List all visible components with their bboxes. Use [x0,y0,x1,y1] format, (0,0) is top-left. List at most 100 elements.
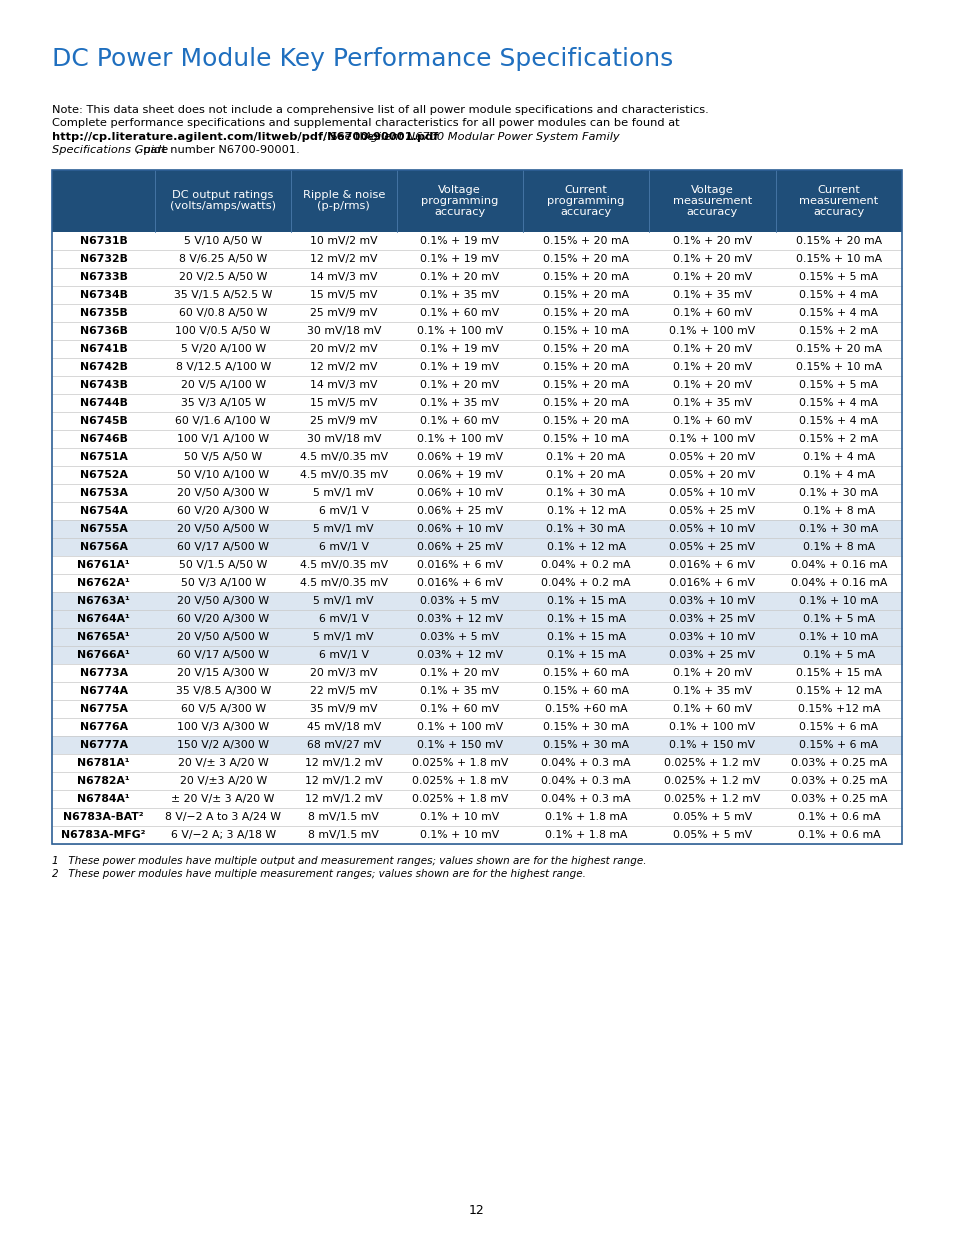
Text: 0.1% + 20 mV: 0.1% + 20 mV [672,380,751,390]
Text: 14 mV/3 mV: 14 mV/3 mV [310,380,377,390]
Text: 0.04% + 0.3 mA: 0.04% + 0.3 mA [540,794,630,804]
Text: 0.1% + 20 mV: 0.1% + 20 mV [672,362,751,372]
Text: Agilent N6700 Modular Power System Family: Agilent N6700 Modular Power System Famil… [363,132,619,142]
Text: 50 V/10 A/100 W: 50 V/10 A/100 W [177,469,269,479]
Text: 8 V/12.5 A/100 W: 8 V/12.5 A/100 W [175,362,271,372]
Text: 0.016% + 6 mV: 0.016% + 6 mV [669,559,755,569]
Text: N6766A¹: N6766A¹ [77,650,130,659]
Text: 30 mV/18 mV: 30 mV/18 mV [306,433,380,443]
Text: 0.1% + 60 mV: 0.1% + 60 mV [419,416,498,426]
Text: 60 V/17 A/500 W: 60 V/17 A/500 W [177,650,269,659]
Text: 25 mV/9 mV: 25 mV/9 mV [310,416,377,426]
Text: 0.1% + 12 mA: 0.1% + 12 mA [546,506,625,516]
Text: N6756A: N6756A [80,542,128,552]
Text: 50 V/5 A/50 W: 50 V/5 A/50 W [184,452,262,462]
Text: accuracy: accuracy [434,206,485,217]
Text: 20 V/2.5 A/50 W: 20 V/2.5 A/50 W [179,272,267,282]
Bar [52,772,901,789]
Text: 0.15% + 20 mA: 0.15% + 20 mA [542,308,629,317]
Text: 68 mV/27 mV: 68 mV/27 mV [306,740,380,750]
Text: 0.15% + 10 mA: 0.15% + 10 mA [795,362,881,372]
Text: N6743B: N6743B [80,380,128,390]
Text: 0.1% + 5 mA: 0.1% + 5 mA [801,650,874,659]
Text: accuracy: accuracy [560,206,611,217]
Bar [52,268,901,285]
Text: 0.15% +12 mA: 0.15% +12 mA [797,704,880,714]
Text: 6 mV/1 V: 6 mV/1 V [318,506,369,516]
Text: 20 V/± 3 A/20 W: 20 V/± 3 A/20 W [177,758,268,768]
Text: 0.15% + 20 mA: 0.15% + 20 mA [542,236,629,246]
Text: 6 mV/1 V: 6 mV/1 V [318,542,369,552]
Text: 0.1% + 1.8 mA: 0.1% + 1.8 mA [544,830,627,840]
Text: 35 mV/9 mV: 35 mV/9 mV [310,704,377,714]
Text: 0.1% + 60 mV: 0.1% + 60 mV [672,416,751,426]
Text: 0.15% + 5 mA: 0.15% + 5 mA [799,380,878,390]
Bar [52,808,901,826]
Text: N6784A¹: N6784A¹ [77,794,130,804]
Text: measurement: measurement [672,196,751,206]
Text: 0.05% + 5 mV: 0.05% + 5 mV [672,830,751,840]
Text: Current: Current [564,185,607,195]
Text: 20 mV/3 mV: 20 mV/3 mV [310,668,377,678]
Text: 22 mV/5 mV: 22 mV/5 mV [310,685,377,695]
Bar [52,249,901,268]
Text: accuracy: accuracy [686,206,738,217]
Text: 0.1% + 15 mA: 0.1% + 15 mA [546,632,625,642]
Text: Voltage: Voltage [690,185,733,195]
Text: N6744B: N6744B [80,398,128,408]
Text: N6734B: N6734B [80,290,128,300]
Text: N6751A: N6751A [80,452,128,462]
Text: (volts/amps/watts): (volts/amps/watts) [170,201,275,211]
Text: N6777A: N6777A [80,740,128,750]
Text: 0.1% + 19 mV: 0.1% + 19 mV [419,362,498,372]
Text: N6736B: N6736B [80,326,128,336]
Text: 0.15% + 4 mA: 0.15% + 4 mA [799,398,878,408]
Text: Specifications Guide: Specifications Guide [52,146,168,156]
Text: 25 mV/9 mV: 25 mV/9 mV [310,308,377,317]
Text: programming: programming [420,196,497,206]
Bar [52,610,901,627]
Bar [52,736,901,753]
Text: 50 V/3 A/100 W: 50 V/3 A/100 W [180,578,266,588]
Text: 35 V/1.5 A/52.5 W: 35 V/1.5 A/52.5 W [173,290,272,300]
Text: 0.15% + 20 mA: 0.15% + 20 mA [542,272,629,282]
Text: N6774A: N6774A [80,685,128,695]
Text: 0.15% + 6 mA: 0.15% + 6 mA [799,740,878,750]
Text: Note: This data sheet does not include a comprehensive list of all power module : Note: This data sheet does not include a… [52,105,708,115]
Text: 20 V/50 A/300 W: 20 V/50 A/300 W [177,595,269,606]
Text: 8 mV/1.5 mV: 8 mV/1.5 mV [308,811,378,821]
Text: 30 mV/18 mV: 30 mV/18 mV [306,326,380,336]
Text: 0.1% + 4 mA: 0.1% + 4 mA [801,469,874,479]
Text: 0.03% + 10 mV: 0.03% + 10 mV [669,632,755,642]
Text: 0.1% + 10 mA: 0.1% + 10 mA [799,595,878,606]
Text: 0.05% + 5 mV: 0.05% + 5 mV [672,811,751,821]
Text: Ripple & noise: Ripple & noise [302,190,385,200]
Text: 0.1% + 20 mA: 0.1% + 20 mA [546,452,625,462]
Bar [52,789,901,808]
Bar [52,646,901,663]
Text: 35 V/3 A/105 W: 35 V/3 A/105 W [180,398,265,408]
Text: N6755A: N6755A [80,524,128,534]
Text: 12 mV/1.2 mV: 12 mV/1.2 mV [305,758,382,768]
Text: 0.025% + 1.2 mV: 0.025% + 1.2 mV [663,794,760,804]
Text: N6753A: N6753A [80,488,128,498]
Bar [52,682,901,700]
Text: 0.1% + 1.8 mA: 0.1% + 1.8 mA [544,811,627,821]
Text: 0.04% + 0.16 mA: 0.04% + 0.16 mA [790,559,886,569]
Text: 0.025% + 1.2 mV: 0.025% + 1.2 mV [663,776,760,785]
Text: 0.15% + 30 mA: 0.15% + 30 mA [542,721,629,732]
Text: ± 20 V/± 3 A/20 W: ± 20 V/± 3 A/20 W [172,794,274,804]
Text: 0.1% + 30 mA: 0.1% + 30 mA [546,488,625,498]
Text: 0.1% + 19 mV: 0.1% + 19 mV [419,343,498,353]
Bar [52,375,901,394]
Text: 0.15% + 20 mA: 0.15% + 20 mA [542,343,629,353]
Text: N6746B: N6746B [80,433,128,443]
Text: 0.03% + 5 mV: 0.03% + 5 mV [419,595,498,606]
Text: 150 V/2 A/300 W: 150 V/2 A/300 W [177,740,269,750]
Text: N6741B: N6741B [80,343,128,353]
Bar [52,520,901,537]
Text: 1   These power modules have multiple output and measurement ranges; values show: 1 These power modules have multiple outp… [52,856,646,866]
Text: 0.1% + 100 mV: 0.1% + 100 mV [669,433,755,443]
Text: 0.1% + 15 mA: 0.1% + 15 mA [546,650,625,659]
Text: 0.15% + 15 mA: 0.15% + 15 mA [795,668,881,678]
